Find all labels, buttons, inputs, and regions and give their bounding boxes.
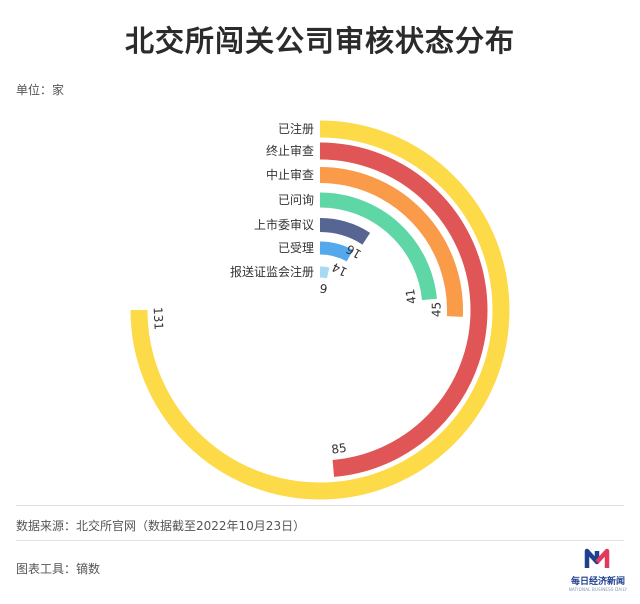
value-label-6: 14: [330, 260, 350, 279]
bar-2: [319, 142, 488, 477]
chart-title: 北交所闯关公司审核状态分布: [124, 24, 515, 58]
value-label-5: 16: [344, 242, 364, 262]
bar-5: [319, 218, 371, 245]
value-label-3: 45: [429, 302, 443, 317]
data-source: 数据来源：北交所官网（数据截至2022年10月23日）: [16, 519, 306, 533]
nbd-logo: 每日经济新闻 NATIONAL BUSINESS DAILY: [568, 548, 628, 598]
value-label-2: 85: [331, 441, 348, 457]
bar-3: [319, 167, 463, 317]
unit-label: 单位：家: [16, 83, 65, 97]
bar-6: [319, 241, 354, 262]
footer-divider-2: [16, 540, 624, 541]
chart-tool: 图表工具：镝数: [16, 562, 101, 576]
bar-4: [319, 192, 437, 301]
category-label-5: 上市委审议: [254, 217, 314, 232]
category-label-1: 已注册: [278, 121, 314, 136]
bar-7: [319, 266, 330, 279]
category-label-2: 终止审查: [266, 143, 314, 158]
logo-name: 每日经济新闻: [570, 577, 625, 587]
category-label-4: 已问询: [278, 193, 314, 207]
nbd-logo-icon: [584, 548, 610, 568]
bar-1: [130, 120, 510, 500]
value-label-1: 131: [151, 307, 166, 331]
category-label-6: 已受理: [278, 241, 314, 255]
logo-sub: NATIONAL BUSINESS DAILY: [568, 587, 628, 592]
value-label-7: 6: [319, 281, 329, 296]
footer-divider: [16, 505, 624, 506]
value-label-4: 41: [403, 288, 419, 305]
category-label-3: 中止审查: [266, 167, 314, 182]
category-label-7: 报送证监会注册: [230, 264, 314, 279]
